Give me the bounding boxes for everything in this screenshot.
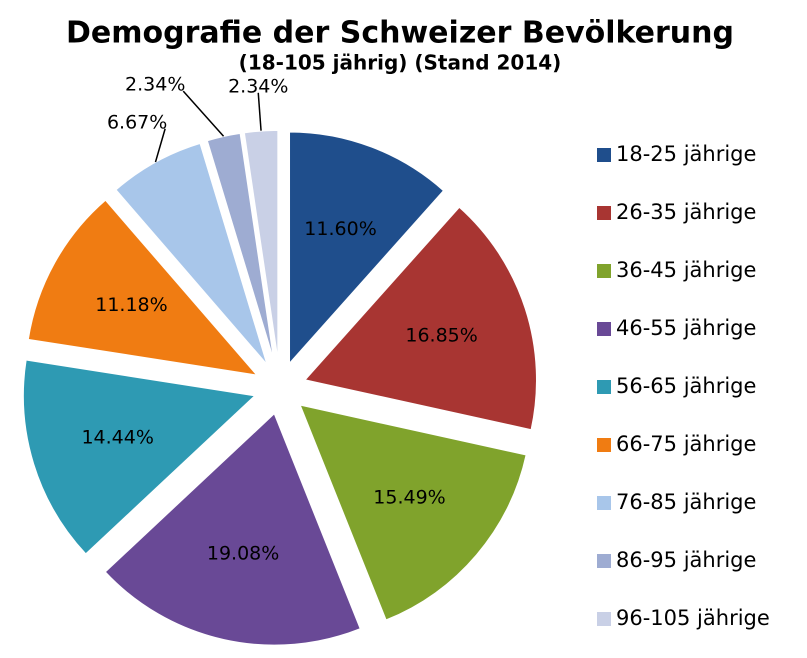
- data-label: 2.34%: [228, 75, 288, 97]
- pie-slice: [303, 205, 538, 431]
- data-label: 2.34%: [125, 74, 185, 96]
- leader-line: [257, 92, 262, 131]
- data-label: 14.44%: [81, 426, 153, 448]
- pie-slice: [298, 403, 528, 622]
- legend-swatch: [597, 322, 611, 336]
- pie-slice: [22, 358, 257, 556]
- leader-line: [182, 90, 225, 137]
- legend-label: 76-85 jährige: [616, 490, 756, 514]
- pie-slice: [103, 412, 362, 647]
- legend-label: 36-45 jährige: [616, 258, 756, 282]
- legend-label: 46-55 jährige: [616, 316, 756, 340]
- pie-slice: [288, 130, 445, 366]
- data-label: 11.60%: [304, 218, 376, 240]
- data-label: 16.85%: [405, 324, 477, 346]
- data-label: 19.08%: [207, 542, 279, 564]
- legend-swatch: [597, 148, 611, 162]
- legend-swatch: [597, 438, 611, 452]
- leader-line: [154, 128, 166, 163]
- legend-swatch: [597, 612, 611, 626]
- data-label: 11.18%: [95, 294, 167, 316]
- legend-label: 26-35 jährige: [616, 200, 756, 224]
- pie-slice: [27, 198, 260, 377]
- chart-title: Demografie der Schweizer Bevölkerung: [66, 16, 734, 51]
- legend-label: 86-95 jährige: [616, 548, 756, 572]
- pie-slice: [114, 142, 269, 366]
- legend-swatch: [597, 380, 611, 394]
- legend-label: 96-105 jährige: [616, 606, 770, 630]
- legend-swatch: [597, 554, 611, 568]
- legend-swatch: [597, 206, 611, 220]
- legend-label: 18-25 jährige: [616, 142, 756, 166]
- legend-label: 66-75 jährige: [616, 432, 756, 456]
- legend-swatch: [597, 264, 611, 278]
- chart-subtitle: (18-105 jährig) (Stand 2014): [239, 51, 562, 75]
- data-label: 15.49%: [373, 486, 445, 508]
- data-label: 6.67%: [107, 111, 167, 133]
- legend-label: 56-65 jährige: [616, 374, 756, 398]
- legend-swatch: [597, 496, 611, 510]
